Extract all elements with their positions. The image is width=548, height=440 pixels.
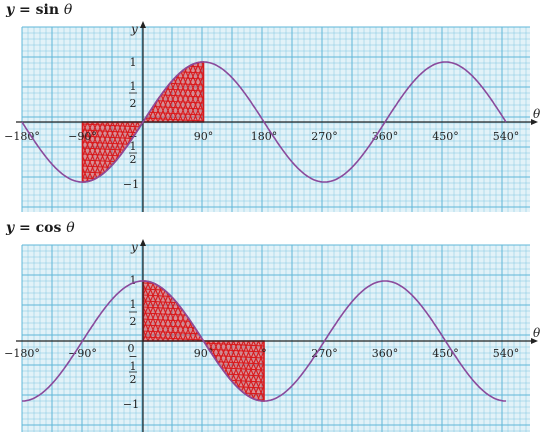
hatch-line: [143, 281, 204, 341]
hatch-line: [143, 336, 204, 341]
cosine-chart-title: y = cos θ: [6, 220, 75, 236]
x-tick-label: 450°: [432, 130, 459, 143]
sine-title-eq: = sin: [19, 2, 59, 18]
hatch-line: [143, 330, 204, 335]
major-grid: [21, 26, 530, 212]
x-tick-label: 540°: [493, 130, 520, 143]
cosine-title-theta: θ: [66, 220, 75, 236]
x-axis-arrow: [531, 119, 538, 125]
y-tick-label: 2: [130, 373, 137, 386]
hatch-line: [177, 62, 204, 122]
sine-title-theta: θ: [63, 2, 73, 18]
hatch-line: [203, 342, 264, 347]
y-axis-arrow: [140, 21, 146, 28]
x-axis-label: θ: [533, 326, 541, 340]
x-tick-label: −180°: [4, 347, 40, 360]
cosine-title-eq: = cos: [19, 220, 62, 236]
y-tick-label: 1: [130, 298, 137, 311]
hatch-line: [182, 62, 204, 122]
x-tick-label: 90°: [194, 130, 214, 143]
hatch-line: [147, 281, 204, 341]
x-tick-label: −180°: [4, 130, 40, 143]
y-tick-label: 1: [130, 80, 137, 93]
y-tick-label: 2: [130, 315, 137, 328]
sine-chart: yθ−180° −90° 90° 180° 270° 360° 450° 540°112−12…: [4, 21, 541, 212]
major-grid: [21, 244, 530, 432]
hatch-line: [82, 123, 143, 128]
hatch-line: [237, 341, 264, 401]
x-axis-label: θ: [533, 107, 541, 121]
hatch-line: [203, 341, 264, 401]
x-axis-arrow: [531, 338, 538, 344]
hatch-line: [143, 281, 164, 341]
grid-background: [22, 27, 530, 212]
y-tick-label: 1: [130, 140, 137, 153]
x-tick-label: 450°: [432, 347, 459, 360]
y-axis-arrow: [140, 239, 146, 246]
hatch-line: [143, 62, 204, 122]
hatch-line: [82, 122, 109, 182]
y-tick-label: 1: [130, 56, 137, 69]
hatch-line: [143, 281, 169, 341]
y-axis-label: y: [130, 240, 138, 254]
hatch-line: [143, 281, 204, 341]
x-tick-label: °: [261, 347, 267, 360]
hatch-line: [143, 62, 204, 122]
y-tick-label: 2: [130, 153, 137, 166]
x-tick-label: 540°: [493, 347, 520, 360]
hatch-line: [86, 122, 143, 182]
x-tick-label: 270°: [311, 130, 338, 143]
hatch-line: [82, 122, 99, 182]
sin-curve: [21, 61, 507, 183]
hatch-line: [187, 62, 204, 122]
hatch-line: [143, 281, 204, 341]
y-tick-label: −1: [123, 398, 139, 411]
y-axis-label: y: [130, 22, 138, 36]
hatch-line: [82, 122, 104, 182]
y-tick-label: 1: [130, 360, 137, 373]
hatch-line: [82, 122, 143, 182]
y-tick-label: 0: [128, 342, 135, 355]
hatch-line: [143, 62, 204, 122]
x-tick-label: 360°: [372, 347, 399, 360]
hatch-line: [203, 348, 264, 353]
hatch-line: [82, 122, 143, 182]
sine-chart-title: y = sin θ: [6, 2, 72, 18]
y-tick-label: −: [128, 350, 137, 363]
hatch-line: [143, 117, 204, 122]
x-tick-label: −90°: [68, 347, 97, 360]
y-tick-label: 1: [130, 274, 137, 287]
hatch-line: [82, 129, 143, 134]
x-tick-label: 270°: [311, 347, 338, 360]
hatch-line: [143, 324, 204, 329]
cos-curve: [22, 280, 506, 402]
hatch-line: [143, 111, 204, 116]
y-tick-label: 2: [130, 97, 137, 110]
hatch-line: [203, 341, 264, 401]
hatch-line: [143, 281, 159, 341]
x-tick-label: −90°: [68, 130, 97, 143]
x-tick-label: 90°: [194, 347, 214, 360]
sine-title-var: y: [6, 2, 15, 18]
hatch-line: [242, 341, 264, 401]
hatch-line: [82, 122, 143, 182]
cosine-title-var: y: [6, 220, 15, 236]
y-tick-label: −1: [123, 178, 139, 191]
